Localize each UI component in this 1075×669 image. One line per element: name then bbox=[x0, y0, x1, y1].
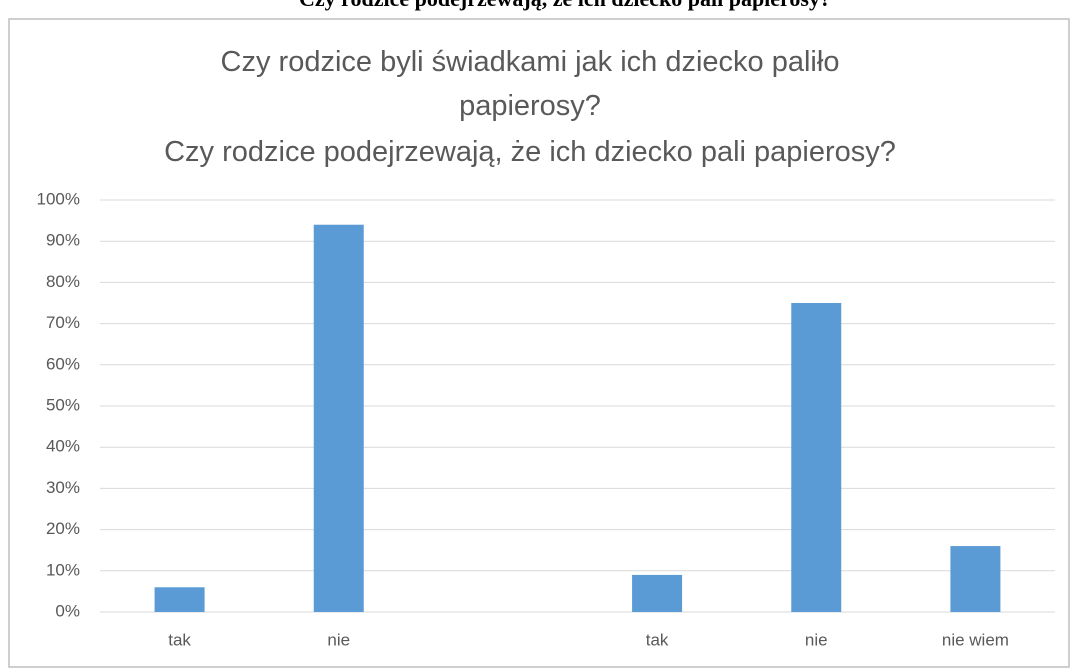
y-tick-label: 100% bbox=[37, 189, 80, 208]
heading: Czy rodzice podejrzewają, że ich dziecko… bbox=[0, 0, 1075, 12]
bar bbox=[154, 587, 205, 612]
y-tick-label: 40% bbox=[46, 437, 80, 456]
y-tick-label: 30% bbox=[46, 478, 80, 497]
y-tick-label: 60% bbox=[46, 354, 80, 373]
bar bbox=[313, 224, 364, 612]
y-tick-label: 80% bbox=[46, 272, 80, 291]
x-tick-label: nie wiem bbox=[942, 630, 1009, 649]
chart-title: Czy rodzice podejrzewają, że ich dziecko… bbox=[164, 136, 896, 168]
chart-title: Czy rodzice byli świadkami jak ich dziec… bbox=[220, 46, 840, 122]
y-tick-label: 90% bbox=[46, 231, 80, 250]
x-tick-label: tak bbox=[168, 630, 191, 649]
y-tick-label: 20% bbox=[46, 519, 80, 538]
y-tick-label: 0% bbox=[55, 601, 80, 620]
x-tick-label: nie bbox=[805, 630, 828, 649]
x-tick-label: tak bbox=[646, 630, 669, 649]
chart-frame bbox=[8, 18, 1070, 668]
y-tick-label: 70% bbox=[46, 313, 80, 332]
bar bbox=[791, 303, 842, 612]
bar bbox=[950, 546, 1001, 612]
x-tick-label: nie bbox=[327, 630, 350, 649]
bar bbox=[632, 574, 683, 612]
y-tick-label: 50% bbox=[46, 395, 80, 414]
y-tick-label: 10% bbox=[46, 560, 80, 579]
